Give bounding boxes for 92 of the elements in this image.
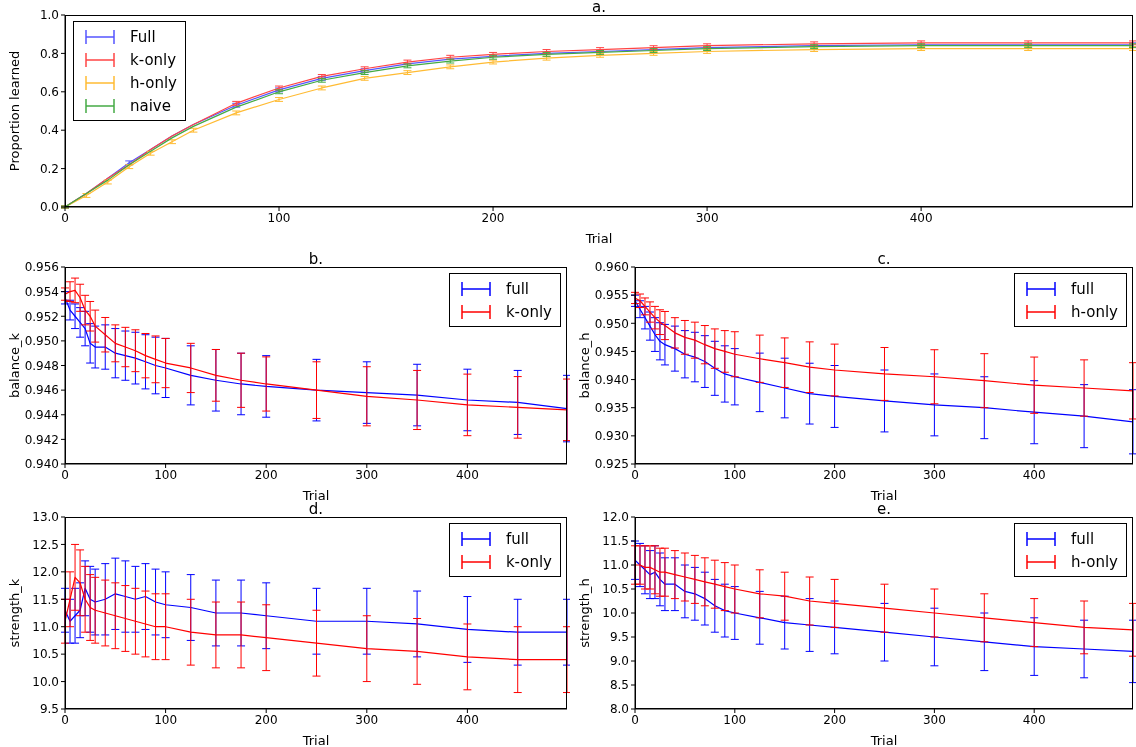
y-tick-label: 9.0 [609, 654, 629, 669]
y-tick-label: 0.935 [594, 400, 629, 415]
x-tick-label: 100 [723, 467, 747, 482]
y-tick-label: 0.950 [594, 316, 629, 331]
x-tick-label: 200 [823, 467, 847, 482]
x-tick-label: 400 [455, 712, 479, 727]
x-tick-label: 300 [355, 712, 379, 727]
legend-label: h-only [1071, 552, 1118, 571]
y-tick-label: 11.5 [602, 534, 629, 549]
legend-label: full [505, 529, 530, 548]
x-axis-title: Trial [869, 488, 898, 503]
y-tick-label: 0.8 [39, 46, 59, 61]
legend-label: full [1071, 529, 1095, 548]
y-tick-label: 0.940 [24, 457, 59, 472]
y-tick-label: 0.930 [594, 429, 629, 444]
y-tick-label: 0.960 [594, 260, 629, 275]
x-tick-label: 400 [909, 210, 933, 225]
y-tick-label: 0.6 [39, 85, 59, 100]
x-tick-label: 200 [254, 467, 278, 482]
legend-label: h-only [1071, 302, 1118, 321]
chart-title: a. [591, 0, 607, 16]
x-tick-label: 400 [1022, 467, 1046, 482]
x-tick-label: 0 [631, 467, 639, 482]
y-tick-label: 0.945 [594, 344, 629, 359]
x-tick-label: 100 [154, 467, 178, 482]
x-tick-label: 0 [631, 712, 639, 727]
x-tick-label: 0 [61, 210, 69, 225]
y-tick-label: 10.5 [32, 647, 59, 662]
x-axis-title: Trial [869, 733, 898, 747]
y-axis-title: balance_k [6, 332, 22, 399]
y-tick-label: 10.5 [602, 582, 629, 597]
y-tick-label: 0.0 [39, 200, 59, 215]
y-axis-title: balance_h [576, 332, 592, 399]
y-tick-label: 9.5 [39, 702, 59, 717]
x-axis-title: Trial [301, 488, 330, 503]
x-tick-label: 100 [723, 712, 747, 727]
legend-label: full [505, 279, 530, 298]
y-tick-label: 9.5 [609, 630, 629, 645]
y-tick-label: 0.950 [24, 334, 59, 349]
x-axis-title: Trial [584, 231, 613, 246]
legend-label: h-only [130, 73, 177, 92]
x-tick-label: 200 [254, 712, 278, 727]
legend-label: Full [130, 27, 156, 46]
x-axis-title: Trial [301, 733, 330, 747]
y-tick-label: 0.4 [39, 123, 59, 138]
x-tick-label: 0 [61, 712, 69, 727]
y-tick-label: 0.954 [24, 284, 59, 299]
y-tick-label: 0.925 [594, 457, 629, 472]
y-tick-label: 0.956 [24, 260, 59, 275]
x-tick-label: 400 [455, 467, 479, 482]
chart-title: e. [876, 500, 892, 518]
y-tick-label: 0.2 [39, 161, 59, 176]
y-axis-title: strength_h [576, 578, 592, 648]
x-tick-label: 200 [823, 712, 847, 727]
y-axis-title: Proportion learned [6, 50, 22, 172]
chart-title: b. [307, 250, 325, 268]
y-tick-label: 0.948 [24, 358, 59, 373]
y-tick-label: 12.0 [32, 565, 59, 580]
x-tick-label: 300 [355, 467, 379, 482]
y-tick-label: 8.0 [609, 702, 629, 717]
x-tick-label: 300 [922, 467, 946, 482]
legend-label: k-only [505, 552, 552, 571]
legend-label: naive [130, 96, 171, 115]
y-axis-title: strength_k [6, 578, 22, 648]
y-tick-label: 11.0 [32, 619, 59, 634]
x-tick-label: 400 [1022, 712, 1046, 727]
y-tick-label: 8.5 [609, 678, 629, 693]
y-tick-label: 12.0 [602, 510, 629, 525]
x-tick-label: 100 [154, 712, 178, 727]
y-tick-label: 13.0 [32, 510, 59, 525]
y-tick-label: 0.955 [594, 288, 629, 303]
legend-label: k-only [130, 50, 177, 69]
y-tick-label: 0.940 [594, 372, 629, 387]
y-tick-label: 0.946 [24, 383, 59, 398]
y-tick-label: 11.0 [602, 558, 629, 573]
y-tick-label: 11.5 [32, 592, 59, 607]
y-tick-label: 1.0 [39, 8, 59, 23]
y-tick-label: 0.952 [24, 309, 59, 324]
chart-title: c. [876, 250, 892, 268]
y-tick-label: 10.0 [32, 674, 59, 689]
legend-label: k-only [505, 302, 552, 321]
y-tick-label: 0.942 [24, 432, 59, 447]
legend-label: full [1071, 279, 1095, 298]
chart-title: d. [307, 500, 325, 518]
x-tick-label: 200 [481, 210, 505, 225]
x-tick-label: 100 [267, 210, 291, 225]
y-tick-label: 12.5 [32, 537, 59, 552]
x-tick-label: 0 [61, 467, 69, 482]
y-tick-label: 0.944 [24, 408, 59, 423]
y-tick-label: 10.0 [602, 606, 629, 621]
x-tick-label: 300 [922, 712, 946, 727]
x-tick-label: 300 [695, 210, 719, 225]
